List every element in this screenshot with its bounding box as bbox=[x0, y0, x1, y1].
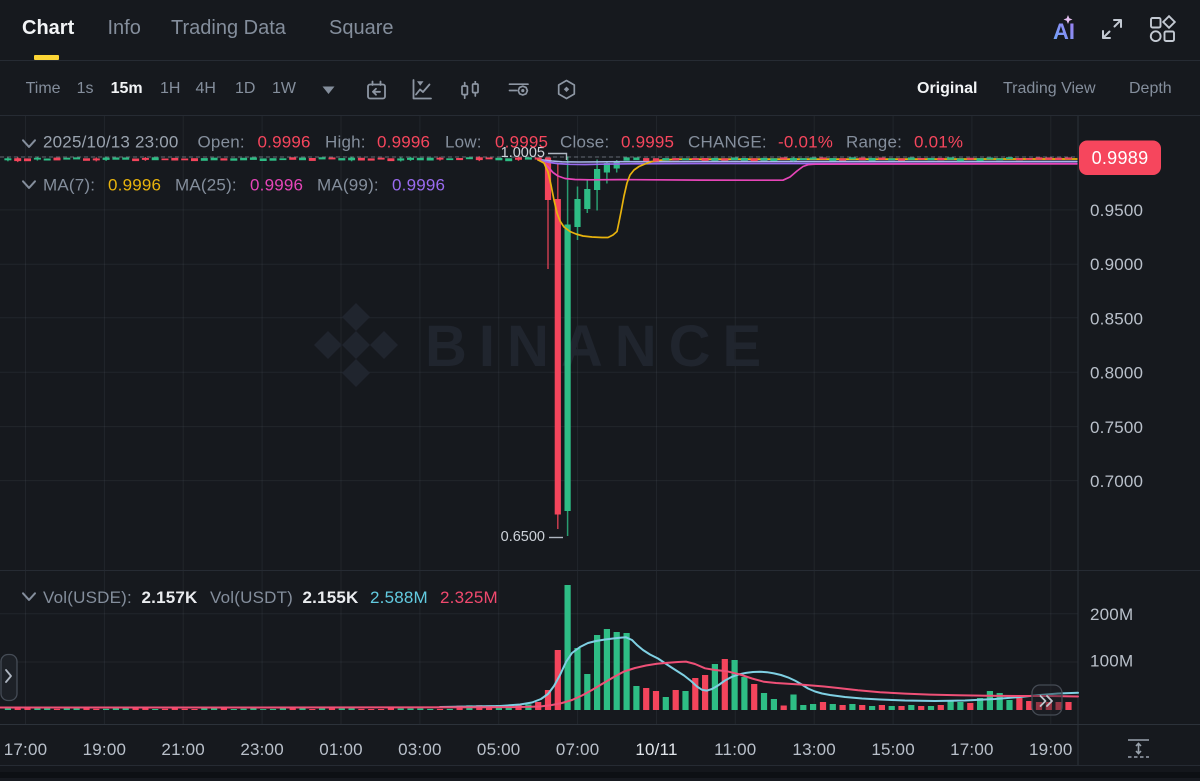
svg-text:AI: AI bbox=[1053, 19, 1075, 44]
svg-text:200M: 200M bbox=[1090, 605, 1133, 624]
svg-text:15:00: 15:00 bbox=[871, 740, 915, 759]
svg-text:0.7000: 0.7000 bbox=[1090, 472, 1143, 491]
svg-text:BINANCE: BINANCE bbox=[425, 314, 773, 379]
svg-text:07:00: 07:00 bbox=[556, 740, 600, 759]
svg-text:1.0005: 1.0005 bbox=[501, 145, 545, 161]
svg-text:17:00: 17:00 bbox=[4, 740, 48, 759]
svg-text:0.8500: 0.8500 bbox=[1090, 309, 1143, 328]
svg-text:17:00: 17:00 bbox=[950, 740, 994, 759]
svg-text:0.9000: 0.9000 bbox=[1090, 255, 1143, 274]
svg-text:19:00: 19:00 bbox=[83, 740, 127, 759]
svg-text:19:00: 19:00 bbox=[1029, 740, 1073, 759]
svg-text:0.9989: 0.9989 bbox=[1092, 148, 1149, 168]
svg-text:11:00: 11:00 bbox=[714, 740, 756, 759]
svg-text:23:00: 23:00 bbox=[240, 740, 284, 759]
svg-text:0.9500: 0.9500 bbox=[1090, 201, 1143, 220]
svg-text:0.6500: 0.6500 bbox=[501, 529, 545, 545]
svg-text:03:00: 03:00 bbox=[398, 740, 442, 759]
svg-text:0.8000: 0.8000 bbox=[1090, 364, 1143, 383]
svg-text:0.7500: 0.7500 bbox=[1090, 418, 1143, 437]
svg-text:05:00: 05:00 bbox=[477, 740, 521, 759]
svg-text:100M: 100M bbox=[1090, 652, 1133, 671]
svg-text:01:00: 01:00 bbox=[319, 740, 363, 759]
svg-text:21:00: 21:00 bbox=[161, 740, 205, 759]
svg-text:13:00: 13:00 bbox=[792, 740, 836, 759]
svg-text:10/11: 10/11 bbox=[635, 740, 677, 759]
